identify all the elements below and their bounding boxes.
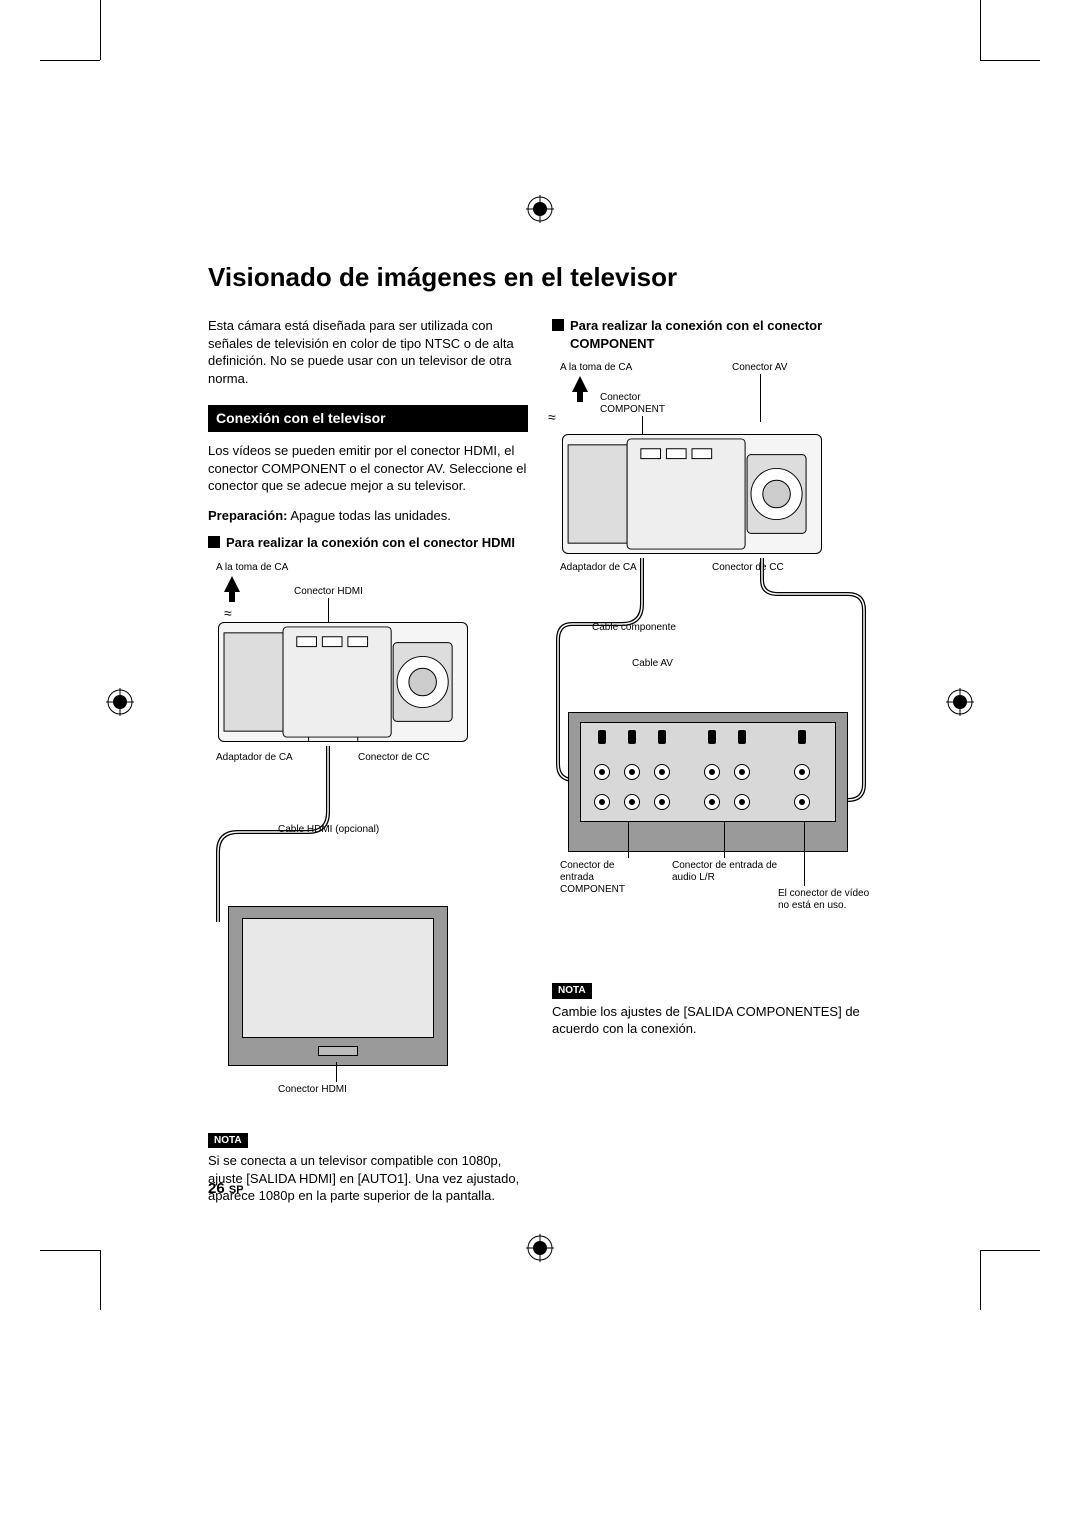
registration-mark-left	[106, 688, 134, 716]
registration-mark-bottom	[526, 1234, 554, 1262]
rca-jack	[594, 764, 610, 780]
rca-plug	[708, 730, 716, 744]
page-title: Visionado de imágenes en el televisor	[208, 262, 873, 293]
section-bar: Conexión con el televisor	[208, 405, 528, 432]
nota-tag-2: NOTA	[552, 983, 592, 999]
label-cable-hdmi: Cable HDMI (opcional)	[278, 824, 379, 836]
rca-jack	[704, 764, 720, 780]
label-cable-componente: Cable componente	[592, 622, 676, 634]
label-entrada-audio: Conector de entrada de audio L/R	[672, 860, 782, 884]
wave-icon-2: ≈	[548, 408, 556, 427]
label-conector-component: Conector COMPONENT	[600, 392, 680, 416]
registration-mark-top	[526, 195, 554, 223]
preparation-label: Preparación:	[208, 508, 287, 523]
intro-text: Esta cámara está diseñada para ser utili…	[208, 317, 528, 387]
rca-jack	[794, 764, 810, 780]
rca-plug	[598, 730, 606, 744]
component-nota: NOTA Cambie los ajustes de [SALIDA COMPO…	[552, 980, 872, 1038]
label-entrada-component: Conector de entrada COMPONENT	[560, 860, 640, 896]
rca-plug	[658, 730, 666, 744]
arrow-stem-2	[577, 390, 583, 402]
rca-jack	[624, 764, 640, 780]
tv-hdmi-port	[318, 1046, 358, 1056]
page-lang: SP	[229, 1184, 244, 1196]
rca-jack	[794, 794, 810, 810]
label-video-no-uso: El conector de vídeo no está en uso.	[778, 888, 872, 912]
label-toma-ca-2: A la toma de CA	[560, 362, 632, 374]
rca-plug	[798, 730, 806, 744]
component-heading-text: Para realizar la conexión con el conecto…	[570, 317, 872, 352]
page-number: 26 SP	[208, 1180, 244, 1197]
label-cable-av: Cable AV	[632, 658, 673, 670]
rca-jack	[704, 794, 720, 810]
preparation-text: Apague todas las unidades.	[287, 508, 450, 523]
camera-illustration-2	[562, 434, 822, 554]
preparation-line: Preparación: Apague todas las unidades.	[208, 507, 528, 525]
hdmi-heading-text: Para realizar la conexión con el conecto…	[226, 534, 515, 552]
hdmi-heading: Para realizar la conexión con el conecto…	[208, 534, 528, 552]
hdmi-nota-text: Si se conecta a un televisor compatible …	[208, 1152, 528, 1205]
rca-jack	[654, 764, 670, 780]
wave-icon: ≈	[224, 604, 232, 623]
rca-jack	[594, 794, 610, 810]
label-conector-hdmi-top: Conector HDMI	[294, 586, 363, 598]
label-toma-ca: A la toma de CA	[216, 562, 288, 574]
label-conector-av: Conector AV	[732, 362, 787, 374]
rca-plug	[628, 730, 636, 744]
label-conector-hdmi-bottom: Conector HDMI	[278, 1084, 347, 1096]
rca-plug	[738, 730, 746, 744]
page-number-value: 26	[208, 1180, 225, 1197]
rca-jack	[624, 794, 640, 810]
rca-jack	[734, 794, 750, 810]
paragraph-connectors: Los vídeos se pueden emitir por el conec…	[208, 442, 528, 495]
hdmi-nota: NOTA Si se conecta a un televisor compat…	[208, 1130, 528, 1205]
component-nota-text: Cambie los ajustes de [SALIDA COMPONENTE…	[552, 1003, 872, 1038]
camera-illustration	[218, 622, 468, 742]
hdmi-diagram: A la toma de CA ≈ Conector HDMI	[208, 562, 488, 1122]
tv-screen	[242, 918, 434, 1038]
page-content: Visionado de imágenes en el televisor Es…	[208, 262, 873, 1205]
arrow-stem	[229, 590, 235, 602]
registration-mark-right	[946, 688, 974, 716]
left-column: Esta cámara está diseñada para ser utili…	[208, 317, 528, 1205]
right-column: Para realizar la conexión con el conecto…	[552, 317, 872, 1205]
nota-tag: NOTA	[208, 1133, 248, 1149]
rca-jack	[654, 794, 670, 810]
component-heading: Para realizar la conexión con el conecto…	[552, 317, 872, 352]
component-diagram: A la toma de CA Conector AV ≈ Conector C…	[552, 362, 872, 972]
rca-jack	[734, 764, 750, 780]
